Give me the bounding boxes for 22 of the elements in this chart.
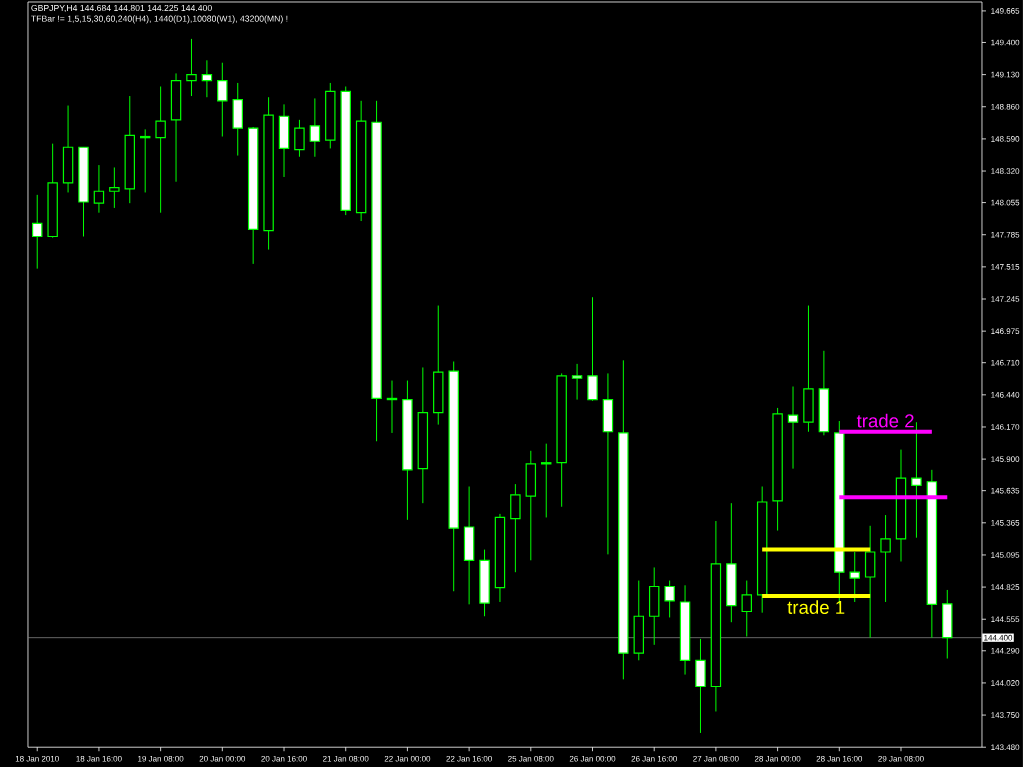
candlestick	[32, 194, 43, 270]
candlestick	[155, 85, 166, 214]
candlestick	[587, 296, 598, 402]
candlestick	[510, 483, 521, 573]
text: TFBar != 1,5,15,30,60,240(H4), 1440(D1),10080(W1), 43200(MN) !	[31, 15, 288, 24]
candlestick	[217, 62, 228, 137]
candlestick	[93, 164, 105, 214]
chart-title: GBPJPY,H4 144.684 144.801 144.225 144.400	[31, 4, 212, 12]
candlestick	[880, 514, 891, 603]
candlestick	[664, 579, 675, 618]
series-label: trade 1	[787, 600, 845, 614]
candlestick	[186, 38, 197, 97]
candlestick	[571, 363, 583, 401]
candlestick	[541, 443, 552, 518]
candlestick	[201, 59, 213, 98]
series-label: trade 2	[856, 413, 914, 428]
candlestick	[294, 119, 305, 158]
candlestick	[741, 579, 752, 637]
candlestick	[309, 97, 321, 158]
candlestick	[849, 551, 860, 603]
candlestick	[109, 166, 120, 209]
candlestick	[787, 385, 799, 470]
